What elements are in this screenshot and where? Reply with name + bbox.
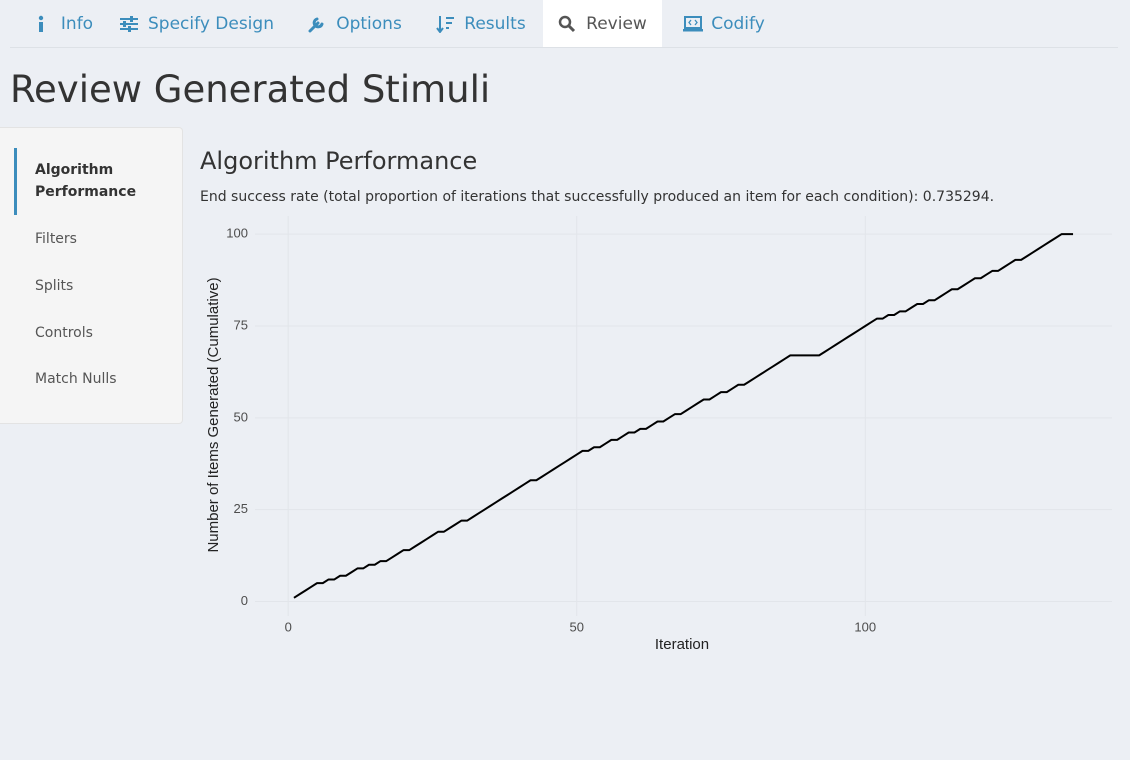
y-tick-label: 50 — [234, 409, 248, 424]
icon-base — [683, 28, 704, 31]
icon-lens — [558, 15, 572, 28]
x-axis-title: Iteration — [655, 636, 709, 653]
x-tick-label: 50 — [570, 619, 584, 634]
tab[interactable]: Options — [295, 0, 415, 47]
page-title: Review Generated Stimuli — [10, 68, 491, 111]
icon-sort — [436, 15, 455, 33]
section-description: End success rate (total proportion of it… — [200, 189, 995, 205]
data-line — [293, 233, 1074, 599]
tab-label: Review — [586, 13, 647, 34]
tab-label: Results — [464, 13, 526, 34]
tab[interactable]: Specify Design — [112, 0, 282, 47]
y-axis-title: Number of Items Generated (Cumulative) — [205, 277, 222, 552]
icon-bar — [120, 17, 139, 20]
icon-screen — [684, 15, 703, 29]
icon-knob — [128, 25, 132, 32]
icon-bar — [38, 21, 43, 32]
sidebar-item[interactable]: Match Nulls — [35, 371, 117, 387]
tab[interactable]: Info — [20, 0, 106, 47]
tab[interactable]: Results — [425, 0, 537, 47]
active-indicator — [14, 148, 17, 215]
tab-label: Specify Design — [148, 13, 274, 34]
tab-icon — [120, 15, 139, 32]
icon-knob — [123, 20, 127, 27]
tab[interactable]: Codify — [670, 0, 778, 47]
icon-dot — [38, 15, 44, 20]
icon-knob — [130, 15, 134, 22]
y-tick-label: 75 — [234, 317, 248, 332]
y-tick-label: 25 — [234, 501, 248, 516]
tab-label: Codify — [711, 13, 765, 34]
sidebar-item[interactable]: Controls — [35, 325, 93, 341]
tab[interactable]: Review — [543, 0, 662, 47]
sidebar: Algorithm Performance Filters Splits Contro… — [0, 127, 183, 424]
icon-wrench — [308, 17, 324, 32]
icon-code — [688, 19, 699, 25]
chart: Iteration Number of Items Generated (Cum… — [205, 216, 1112, 653]
icon-bar — [120, 22, 139, 25]
sidebar-item[interactable]: Algorithm Performance — [35, 162, 137, 200]
tab-icon — [683, 15, 704, 31]
sidebar-item[interactable]: Filters — [35, 231, 77, 247]
icon-handle — [568, 24, 576, 32]
section-heading: Algorithm Performance — [200, 147, 478, 175]
tab-icon — [38, 15, 44, 32]
tab-label: Options — [336, 13, 402, 34]
x-tick-label: 0 — [285, 619, 292, 634]
y-tick-label: 0 — [241, 593, 248, 608]
sidebar-item[interactable]: Splits — [35, 278, 74, 294]
x-tick-label: 100 — [854, 619, 876, 634]
tab-icon — [308, 17, 324, 32]
tab-icon — [436, 15, 455, 33]
y-tick-label: 100 — [226, 226, 248, 241]
tab-label: Info — [60, 13, 94, 34]
tab-icon — [558, 15, 576, 32]
tab-divider — [10, 47, 1118, 48]
tab-bar: Info Specify Design Options Results Review Co… — [0, 0, 1130, 48]
